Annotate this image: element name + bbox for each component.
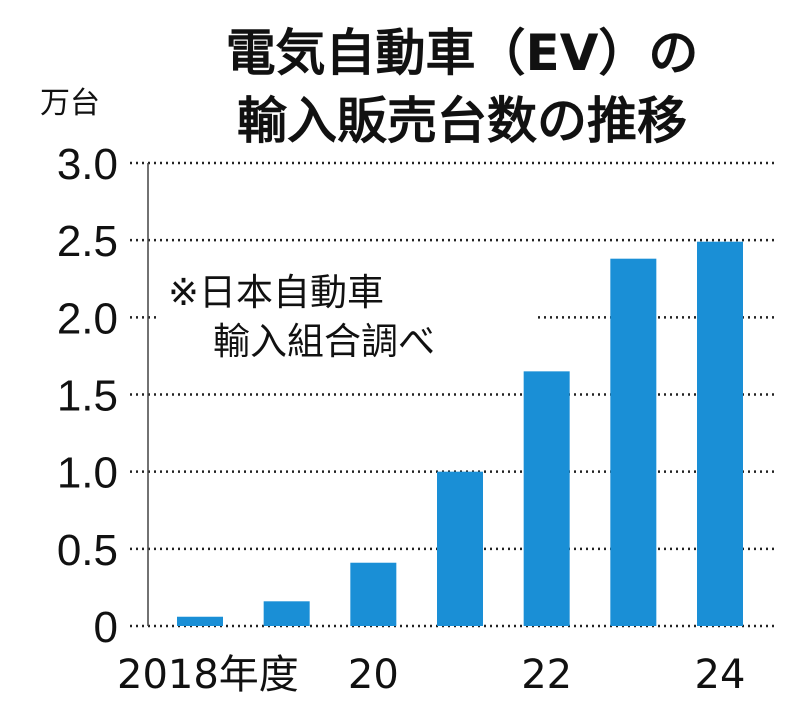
x-tick-label: 22 — [521, 652, 572, 698]
y-tick-label: 1.0 — [57, 449, 118, 498]
x-tick-label: 2018年度 — [117, 652, 299, 698]
bars — [177, 241, 743, 626]
bar-2024 — [697, 241, 743, 626]
source-note-line-2: 輸入組合調べ — [213, 320, 435, 363]
chart-title-line-1: 電気自動車（EV）の — [226, 24, 699, 82]
bar-2023 — [610, 258, 657, 626]
x-tick-label: 24 — [695, 652, 746, 698]
bar-2021 — [437, 471, 483, 626]
y-tick-label: 2.5 — [57, 217, 118, 266]
source-note-line-1: ※日本自動車 — [168, 271, 384, 314]
y-axis-tick-labels: 0 0.5 1.0 1.5 2.0 2.5 3.0 — [57, 140, 118, 652]
chart-title-line-2: 輸入販売台数の推移 — [237, 92, 687, 150]
y-tick-label: 1.5 — [57, 372, 118, 421]
x-axis-tick-labels: 2018年度 20 22 24 — [117, 652, 745, 698]
y-tick-label: 0 — [94, 603, 118, 652]
bar-2018 — [177, 616, 223, 626]
y-tick-label: 0.5 — [57, 526, 118, 575]
bar-2019 — [263, 601, 310, 626]
y-axis-unit-label: 万台 — [40, 86, 100, 121]
source-note-background — [160, 258, 535, 364]
source-note: ※日本自動車 輸入組合調べ — [160, 258, 535, 364]
y-tick-label: 2.0 — [57, 294, 118, 343]
bar-2022 — [523, 371, 570, 626]
x-tick-label: 20 — [348, 652, 399, 698]
y-tick-label: 3.0 — [57, 140, 118, 189]
bar-2020 — [350, 562, 397, 626]
